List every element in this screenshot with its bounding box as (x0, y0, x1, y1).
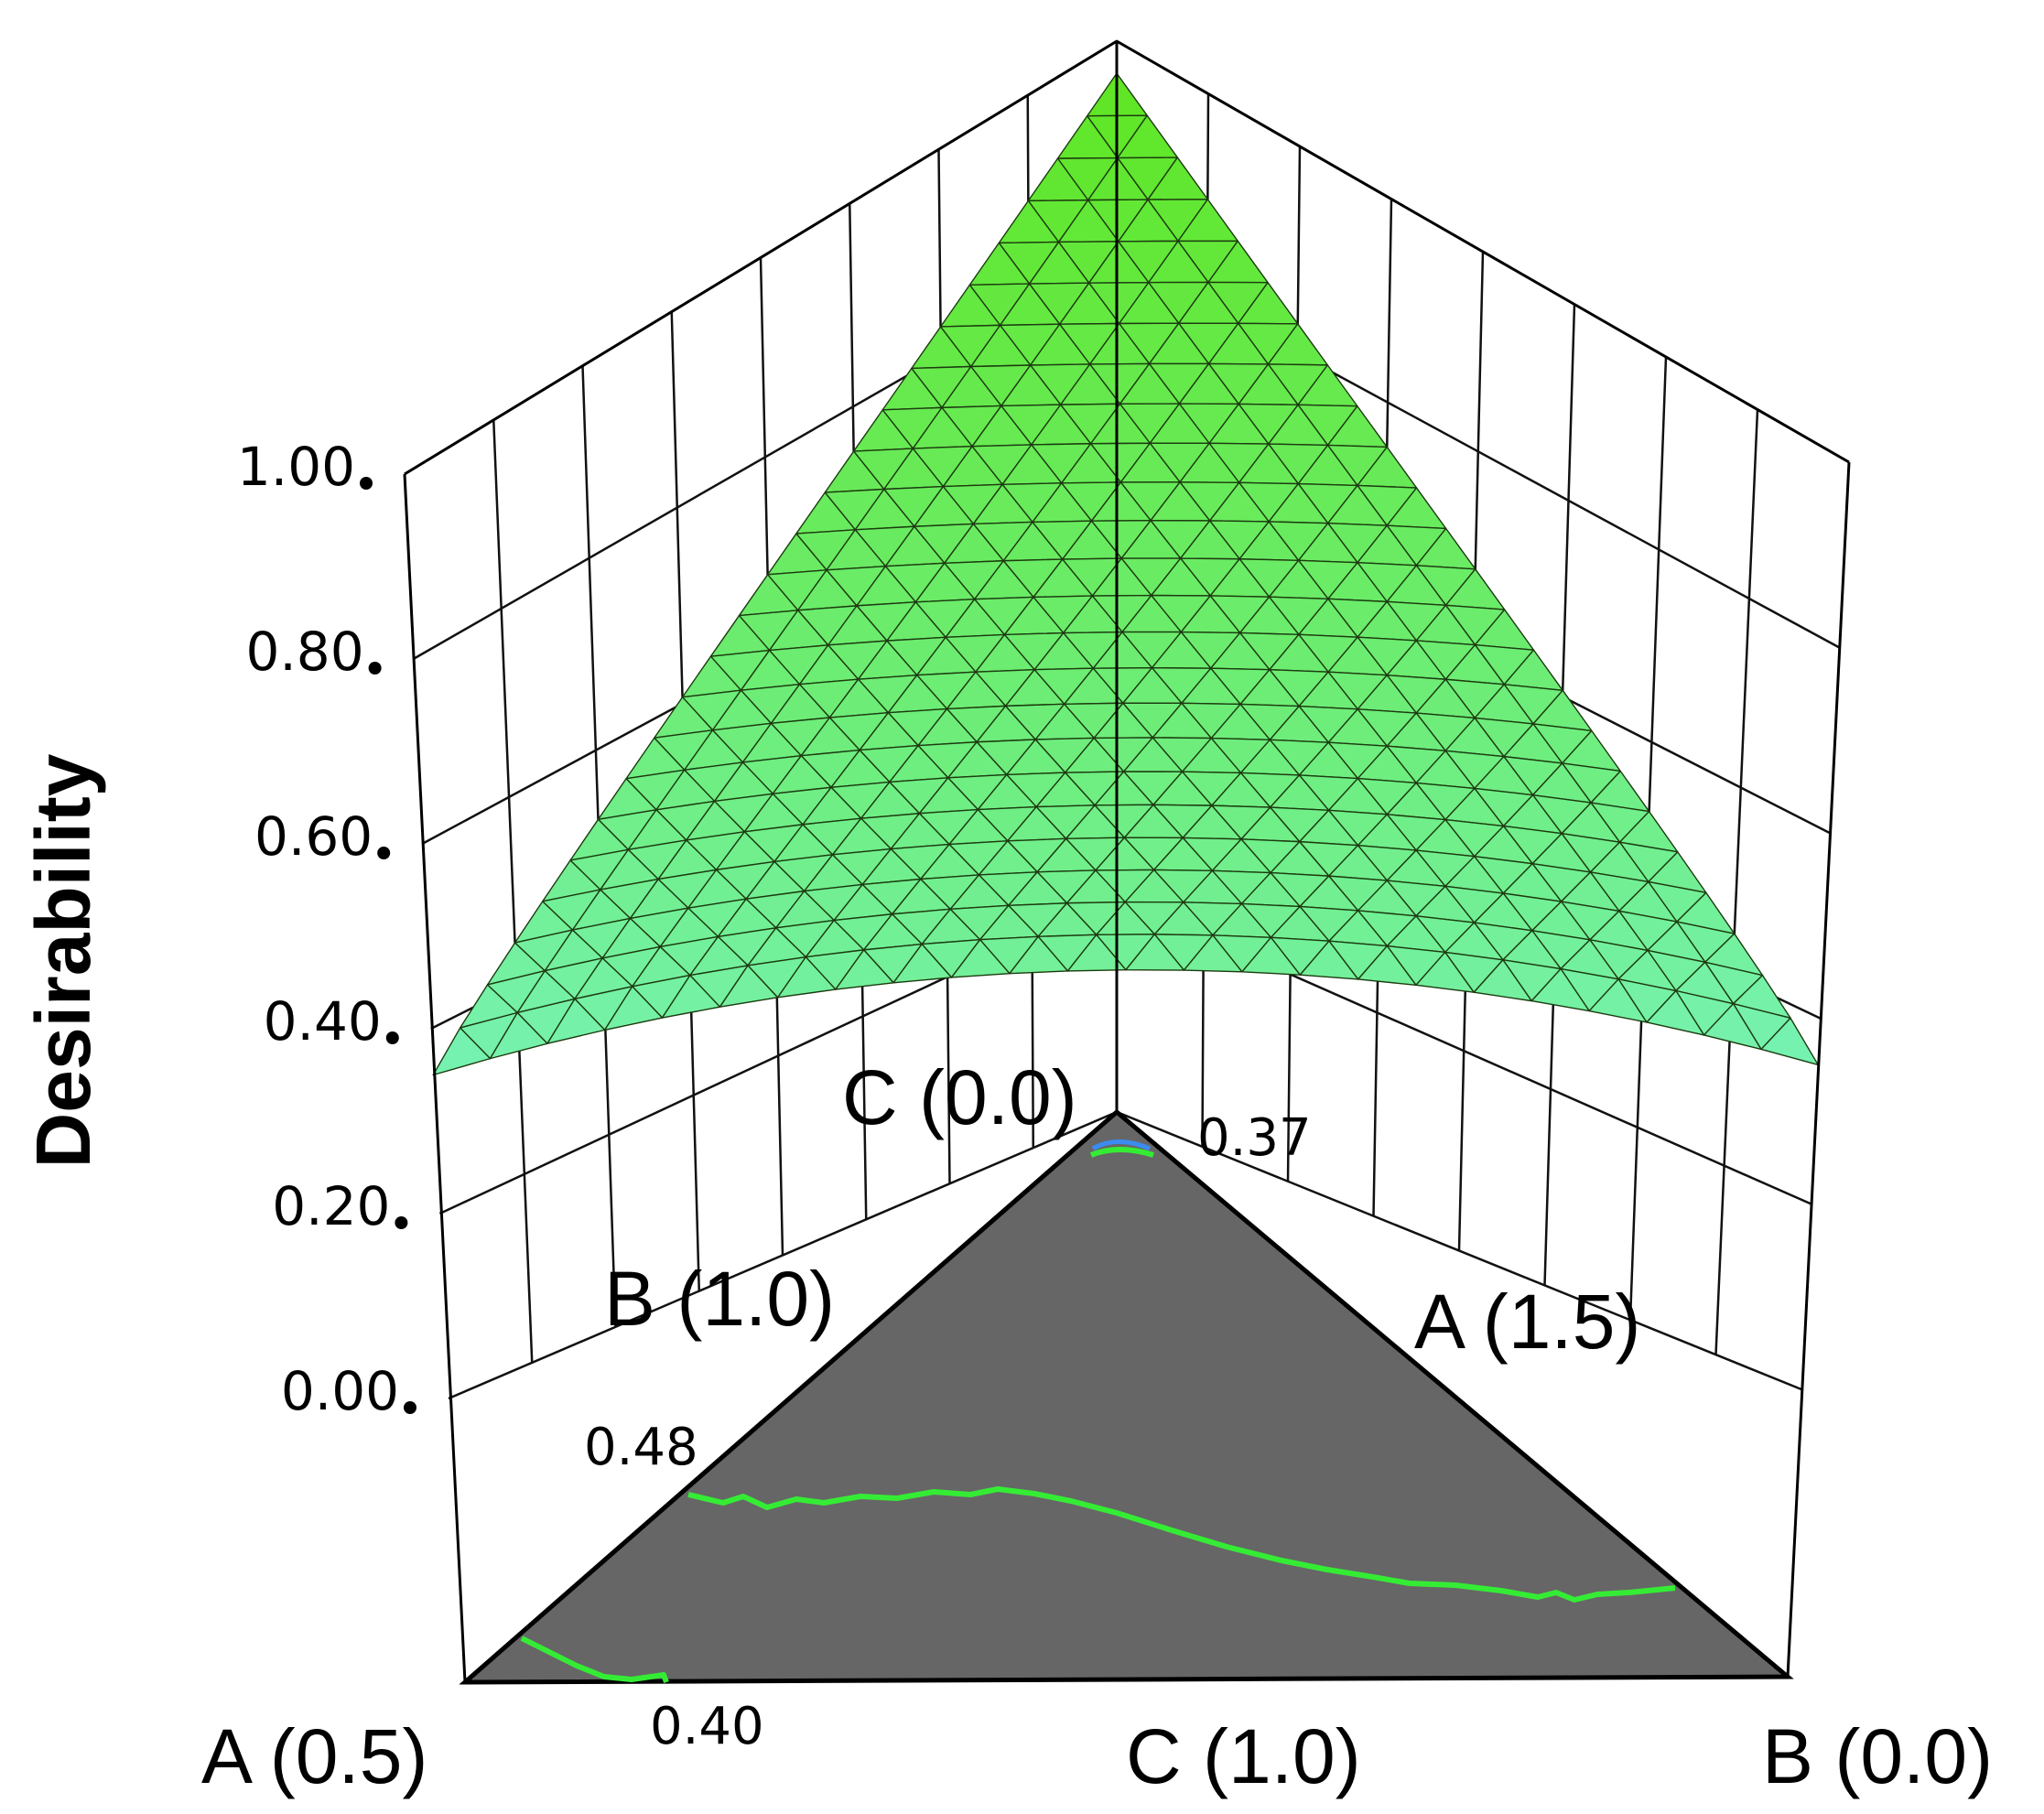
contour-line-0.40 (520, 1636, 669, 1684)
surface-facet (1183, 934, 1243, 973)
z-tick-label: 0.00 (281, 1360, 399, 1422)
z-tick-label: 0.60 (254, 805, 373, 868)
z-tick-dot (360, 477, 373, 490)
contour-label-0.37: 0.37 (1197, 1108, 1312, 1168)
contour-line-0.37-inner (1091, 1139, 1151, 1151)
edge-label-front: C (1.0) (1126, 1713, 1361, 1799)
z-axis: 0.00 0.20 0.40 0.60 0.80 1.00 (237, 436, 416, 1422)
frame-edge-top-left (404, 39, 1118, 476)
edge-label-left-back: B (1.0) (604, 1256, 835, 1342)
surface-facet (1241, 936, 1301, 976)
surface-facet (1588, 978, 1648, 1023)
z-tick-dot (368, 662, 382, 675)
z-axis-title: Desirability (20, 753, 106, 1168)
surface-facet (1703, 1002, 1762, 1051)
surface-facet (1009, 935, 1069, 975)
surface-facet (1530, 967, 1590, 1012)
vertex-label-front-right: B (0.0) (1762, 1713, 1993, 1799)
vertex-label-back: C (0.0) (842, 1054, 1077, 1140)
z-tick-dot (385, 1031, 399, 1044)
frame-edge-top-right (1116, 39, 1850, 464)
surface-facet (892, 943, 953, 984)
surface-facet (1646, 989, 1705, 1036)
surface-facet (489, 1011, 548, 1060)
wall-grid-line (492, 419, 534, 1363)
surface-facet (1299, 940, 1359, 980)
frame-edge-left (403, 473, 467, 1683)
surface-facet (661, 974, 721, 1019)
surface-facet (1125, 934, 1185, 971)
vertex-label-front-left: A (0.5) (201, 1713, 427, 1799)
contour-lines (520, 1139, 1676, 1684)
surface-facet (603, 986, 664, 1031)
surface-facet (1415, 951, 1475, 993)
edge-label-right-back: A (1.5) (1414, 1279, 1640, 1365)
ternary-base (459, 1108, 1794, 1685)
surface-facet (950, 938, 1011, 978)
z-tick-label: 0.40 (264, 990, 382, 1053)
plot-frame (403, 39, 1851, 1683)
z-tick-dot (395, 1216, 408, 1229)
surface-facet (1760, 1017, 1819, 1066)
surface-facet (546, 998, 606, 1044)
z-tick-label: 0.20 (272, 1175, 390, 1237)
surface-facet (719, 965, 779, 1008)
contour-label-0.48: 0.48 (584, 1418, 698, 1477)
base-triangle (459, 1108, 1794, 1685)
z-tick-dot (404, 1401, 416, 1414)
contour-line-0.48 (687, 1486, 1676, 1603)
frame-edge-right (1786, 461, 1851, 1678)
surface-facet (1357, 945, 1417, 987)
surface-facet (1473, 959, 1532, 1002)
z-tick-dot (377, 847, 391, 859)
contour-line-0.37 (1089, 1147, 1154, 1158)
wall-grid-line (1714, 409, 1759, 1355)
z-tick-label: 1.00 (237, 436, 355, 498)
surface-facet (1066, 934, 1127, 972)
surface-facet (835, 949, 894, 990)
surface-facet (776, 956, 837, 999)
surface-facet (432, 1027, 492, 1076)
response-surface (432, 72, 1819, 1076)
z-tick-label: 0.80 (245, 621, 363, 683)
contour-label-0.40: 0.40 (650, 1697, 764, 1756)
